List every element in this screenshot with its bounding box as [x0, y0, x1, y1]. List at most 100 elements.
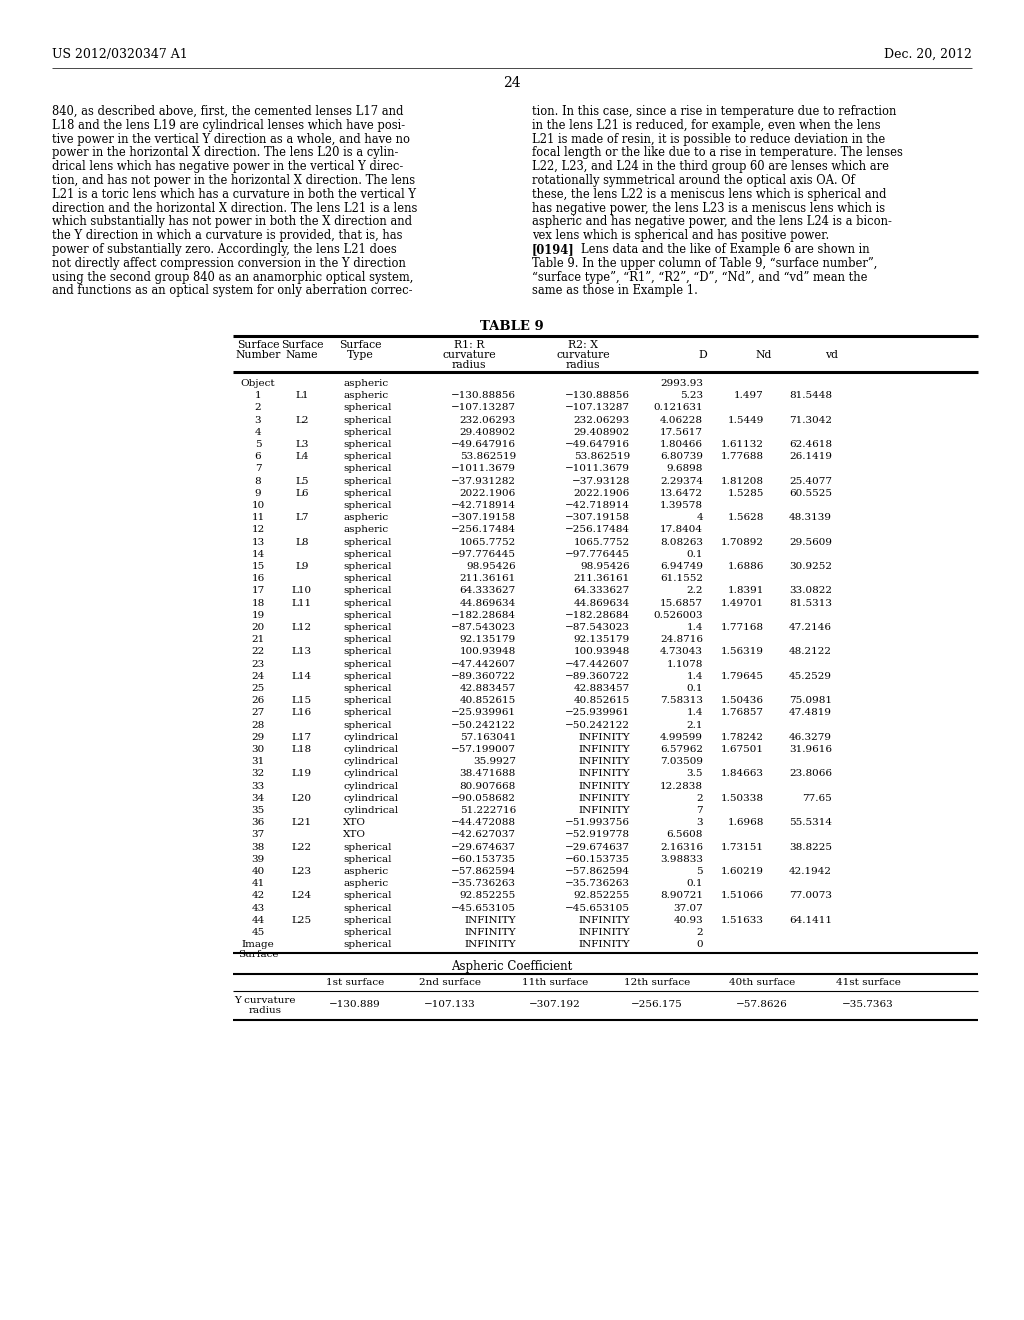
Text: 64.333627: 64.333627 [573, 586, 630, 595]
Text: Table 9. In the upper column of Table 9, “surface number”,: Table 9. In the upper column of Table 9,… [532, 257, 878, 269]
Text: R1: R: R1: R [454, 341, 484, 350]
Text: −107.13287: −107.13287 [451, 404, 516, 412]
Text: 20: 20 [251, 623, 264, 632]
Text: 24: 24 [503, 77, 521, 90]
Text: 36: 36 [251, 818, 264, 828]
Text: L22, L23, and L24 in the third group 60 are lenses which are: L22, L23, and L24 in the third group 60 … [532, 160, 889, 173]
Text: 37.07: 37.07 [673, 904, 703, 912]
Text: 40.852615: 40.852615 [573, 696, 630, 705]
Text: 77.0073: 77.0073 [790, 891, 831, 900]
Text: L6: L6 [295, 488, 309, 498]
Text: 60.5525: 60.5525 [790, 488, 831, 498]
Text: vex lens which is spherical and has positive power.: vex lens which is spherical and has posi… [532, 230, 829, 242]
Text: 29.408902: 29.408902 [460, 428, 516, 437]
Text: spherical: spherical [343, 940, 391, 949]
Text: tion, and has not power in the horizontal X direction. The lens: tion, and has not power in the horizonta… [52, 174, 415, 187]
Text: 29.5609: 29.5609 [790, 537, 831, 546]
Text: INFINITY: INFINITY [464, 940, 516, 949]
Text: 5: 5 [696, 867, 703, 876]
Text: Y curvature: Y curvature [234, 997, 296, 1006]
Text: 1.6968: 1.6968 [728, 818, 764, 828]
Text: 32: 32 [251, 770, 264, 779]
Text: 7.03509: 7.03509 [660, 758, 703, 766]
Text: 0.1: 0.1 [686, 684, 703, 693]
Text: XTO: XTO [343, 830, 366, 840]
Text: L7: L7 [295, 513, 309, 523]
Text: 6: 6 [255, 453, 261, 461]
Text: 1.8391: 1.8391 [728, 586, 764, 595]
Text: 30.9252: 30.9252 [790, 562, 831, 572]
Text: −97.776445: −97.776445 [451, 550, 516, 558]
Text: drical lens which has negative power in the vertical Y direc-: drical lens which has negative power in … [52, 160, 403, 173]
Text: 0.1: 0.1 [686, 550, 703, 558]
Text: spherical: spherical [343, 709, 391, 717]
Text: −130.88856: −130.88856 [565, 391, 630, 400]
Text: 8.08263: 8.08263 [660, 537, 703, 546]
Text: 2: 2 [255, 404, 261, 412]
Text: L15: L15 [292, 696, 312, 705]
Text: spherical: spherical [343, 721, 391, 730]
Text: 26: 26 [251, 696, 264, 705]
Text: L21: L21 [292, 818, 312, 828]
Text: −35.736263: −35.736263 [451, 879, 516, 888]
Text: 41: 41 [251, 879, 264, 888]
Text: L13: L13 [292, 647, 312, 656]
Text: 1.79645: 1.79645 [721, 672, 764, 681]
Text: aspheric: aspheric [343, 513, 388, 523]
Text: curvature: curvature [556, 350, 610, 360]
Text: −1011.3679: −1011.3679 [565, 465, 630, 474]
Text: not directly affect compression conversion in the Y direction: not directly affect compression conversi… [52, 257, 406, 269]
Text: tion. In this case, since a rise in temperature due to refraction: tion. In this case, since a rise in temp… [532, 106, 896, 117]
Text: US 2012/0320347 A1: US 2012/0320347 A1 [52, 48, 187, 61]
Text: 840, as described above, first, the cemented lenses L17 and: 840, as described above, first, the ceme… [52, 106, 403, 117]
Text: spherical: spherical [343, 586, 391, 595]
Text: −45.653105: −45.653105 [565, 904, 630, 912]
Text: spherical: spherical [343, 562, 391, 572]
Text: −35.736263: −35.736263 [565, 879, 630, 888]
Text: L21 is made of resin, it is possible to reduce deviation in the: L21 is made of resin, it is possible to … [532, 132, 886, 145]
Text: 23.8066: 23.8066 [790, 770, 831, 779]
Text: −256.175: −256.175 [631, 1001, 683, 1010]
Text: INFINITY: INFINITY [579, 793, 630, 803]
Text: 40th surface: 40th surface [729, 978, 795, 987]
Text: curvature: curvature [442, 350, 496, 360]
Text: 1.4: 1.4 [686, 623, 703, 632]
Text: −89.360722: −89.360722 [451, 672, 516, 681]
Text: −52.919778: −52.919778 [565, 830, 630, 840]
Text: L14: L14 [292, 672, 312, 681]
Text: L8: L8 [295, 537, 309, 546]
Text: L16: L16 [292, 709, 312, 717]
Text: 12th surface: 12th surface [624, 978, 690, 987]
Text: −60.153735: −60.153735 [565, 855, 630, 863]
Text: 11th surface: 11th surface [522, 978, 588, 987]
Text: Image: Image [242, 940, 274, 949]
Text: 45.2529: 45.2529 [790, 672, 831, 681]
Text: 27: 27 [251, 709, 264, 717]
Text: −35.7363: −35.7363 [842, 1001, 894, 1010]
Text: 1.51633: 1.51633 [721, 916, 764, 925]
Text: 232.06293: 232.06293 [573, 416, 630, 425]
Text: 61.1552: 61.1552 [660, 574, 703, 583]
Text: 1.77688: 1.77688 [721, 453, 764, 461]
Text: 37: 37 [251, 830, 264, 840]
Text: 2993.93: 2993.93 [660, 379, 703, 388]
Text: 1.76857: 1.76857 [721, 709, 764, 717]
Text: L19: L19 [292, 770, 312, 779]
Text: 1.80466: 1.80466 [660, 440, 703, 449]
Text: 1.6886: 1.6886 [728, 562, 764, 572]
Text: −256.17484: −256.17484 [565, 525, 630, 535]
Text: vd: vd [825, 350, 839, 360]
Text: 17: 17 [251, 586, 264, 595]
Text: spherical: spherical [343, 891, 391, 900]
Text: 1.73151: 1.73151 [721, 842, 764, 851]
Text: 1.50436: 1.50436 [721, 696, 764, 705]
Text: 48.3139: 48.3139 [790, 513, 831, 523]
Text: 8: 8 [255, 477, 261, 486]
Text: 1.61132: 1.61132 [721, 440, 764, 449]
Text: 41st surface: 41st surface [836, 978, 900, 987]
Text: Number: Number [236, 350, 281, 360]
Text: spherical: spherical [343, 684, 391, 693]
Text: 92.135179: 92.135179 [573, 635, 630, 644]
Text: 51.222716: 51.222716 [460, 807, 516, 814]
Text: 1.5628: 1.5628 [728, 513, 764, 523]
